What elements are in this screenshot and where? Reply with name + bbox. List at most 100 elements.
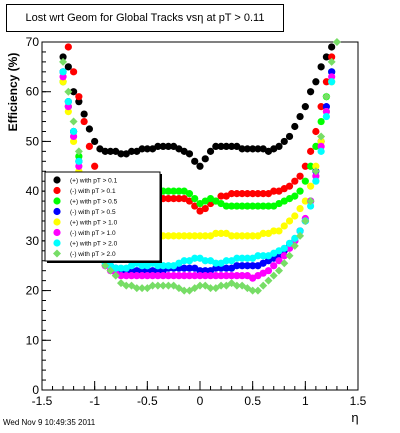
data-point [291, 122, 299, 131]
series-8 [59, 38, 341, 295]
data-point [117, 264, 125, 272]
data-point [312, 78, 320, 86]
data-point [64, 87, 73, 96]
data-point [175, 272, 183, 280]
data-point [228, 190, 236, 198]
x-tick-label: 1 [302, 394, 309, 408]
data-point [70, 137, 78, 146]
x-tick-label: -0.5 [137, 394, 158, 408]
data-point [59, 73, 67, 81]
data-point [154, 267, 162, 275]
data-point [233, 272, 241, 280]
data-point [248, 286, 257, 295]
data-point [133, 272, 141, 280]
data-point [196, 162, 204, 170]
data-point [127, 147, 136, 155]
y-tick-label: 50 [26, 134, 40, 148]
legend-marker [53, 239, 61, 247]
data-point [291, 192, 299, 200]
data-point [301, 162, 309, 170]
data-point [311, 167, 320, 176]
legend-box [44, 171, 161, 262]
data-point [75, 98, 83, 106]
data-point [233, 202, 241, 210]
data-point [138, 262, 146, 270]
data-point [212, 272, 220, 280]
data-point [280, 252, 288, 260]
data-point [185, 264, 194, 272]
data-point [59, 68, 67, 76]
data-point [243, 190, 251, 198]
y-tick-label: 10 [26, 333, 40, 347]
data-point [185, 232, 194, 240]
data-point [312, 172, 320, 180]
legend-marker [53, 218, 61, 226]
data-point [164, 232, 172, 240]
data-point [270, 187, 278, 195]
data-point [164, 272, 172, 280]
data-point [85, 142, 93, 150]
data-point [180, 286, 189, 295]
data-point [222, 202, 230, 210]
data-point [290, 241, 299, 250]
x-tick-label: 0 [197, 394, 204, 408]
data-point [75, 162, 83, 170]
data-point [328, 43, 336, 51]
data-point [254, 202, 262, 210]
data-point [243, 145, 251, 153]
data-point [217, 229, 225, 237]
data-point [317, 137, 325, 146]
data-point [196, 232, 204, 240]
data-point [70, 127, 78, 136]
legend-label: (+) with pT > 0.1 [70, 178, 118, 185]
data-point [154, 262, 162, 270]
chart-title: Lost wrt Geom for Global Tracks vsη at p… [6, 4, 284, 32]
data-point [317, 147, 325, 155]
data-point [285, 244, 294, 252]
data-point [291, 234, 299, 242]
data-point [191, 272, 199, 280]
legend-marker [53, 207, 61, 216]
data-point [259, 190, 267, 198]
data-point [317, 63, 325, 71]
data-point [233, 190, 241, 198]
legend-marker [53, 228, 61, 237]
data-point [296, 204, 304, 213]
data-point [222, 264, 230, 272]
data-point [201, 204, 209, 213]
y-tick-label: 20 [26, 284, 40, 298]
data-point [122, 272, 130, 280]
data-point [217, 264, 225, 272]
data-point [70, 132, 78, 141]
x-tick-label: -1 [89, 394, 100, 408]
data-point [285, 182, 294, 190]
data-point [217, 272, 225, 280]
data-point [143, 267, 151, 275]
data-point [111, 271, 120, 280]
data-point [296, 172, 304, 180]
data-point [228, 272, 236, 280]
data-point [85, 125, 93, 133]
data-point [80, 117, 88, 126]
data-point [249, 262, 257, 270]
data-point [217, 142, 225, 150]
data-point [269, 271, 278, 280]
data-point [243, 232, 251, 240]
data-point [91, 137, 99, 146]
data-point [317, 142, 325, 150]
y-tick-label: 60 [26, 85, 40, 99]
legend-marker [53, 249, 61, 258]
data-point [322, 103, 330, 111]
data-point [138, 284, 147, 293]
data-point [249, 202, 257, 210]
data-point [206, 147, 215, 155]
data-point [259, 202, 267, 210]
data-point [217, 192, 225, 200]
data-point [196, 267, 204, 275]
data-point [328, 73, 336, 81]
data-point [143, 145, 151, 153]
data-point [307, 202, 315, 210]
data-point [307, 147, 315, 155]
data-point [175, 187, 183, 195]
data-point [238, 202, 246, 210]
